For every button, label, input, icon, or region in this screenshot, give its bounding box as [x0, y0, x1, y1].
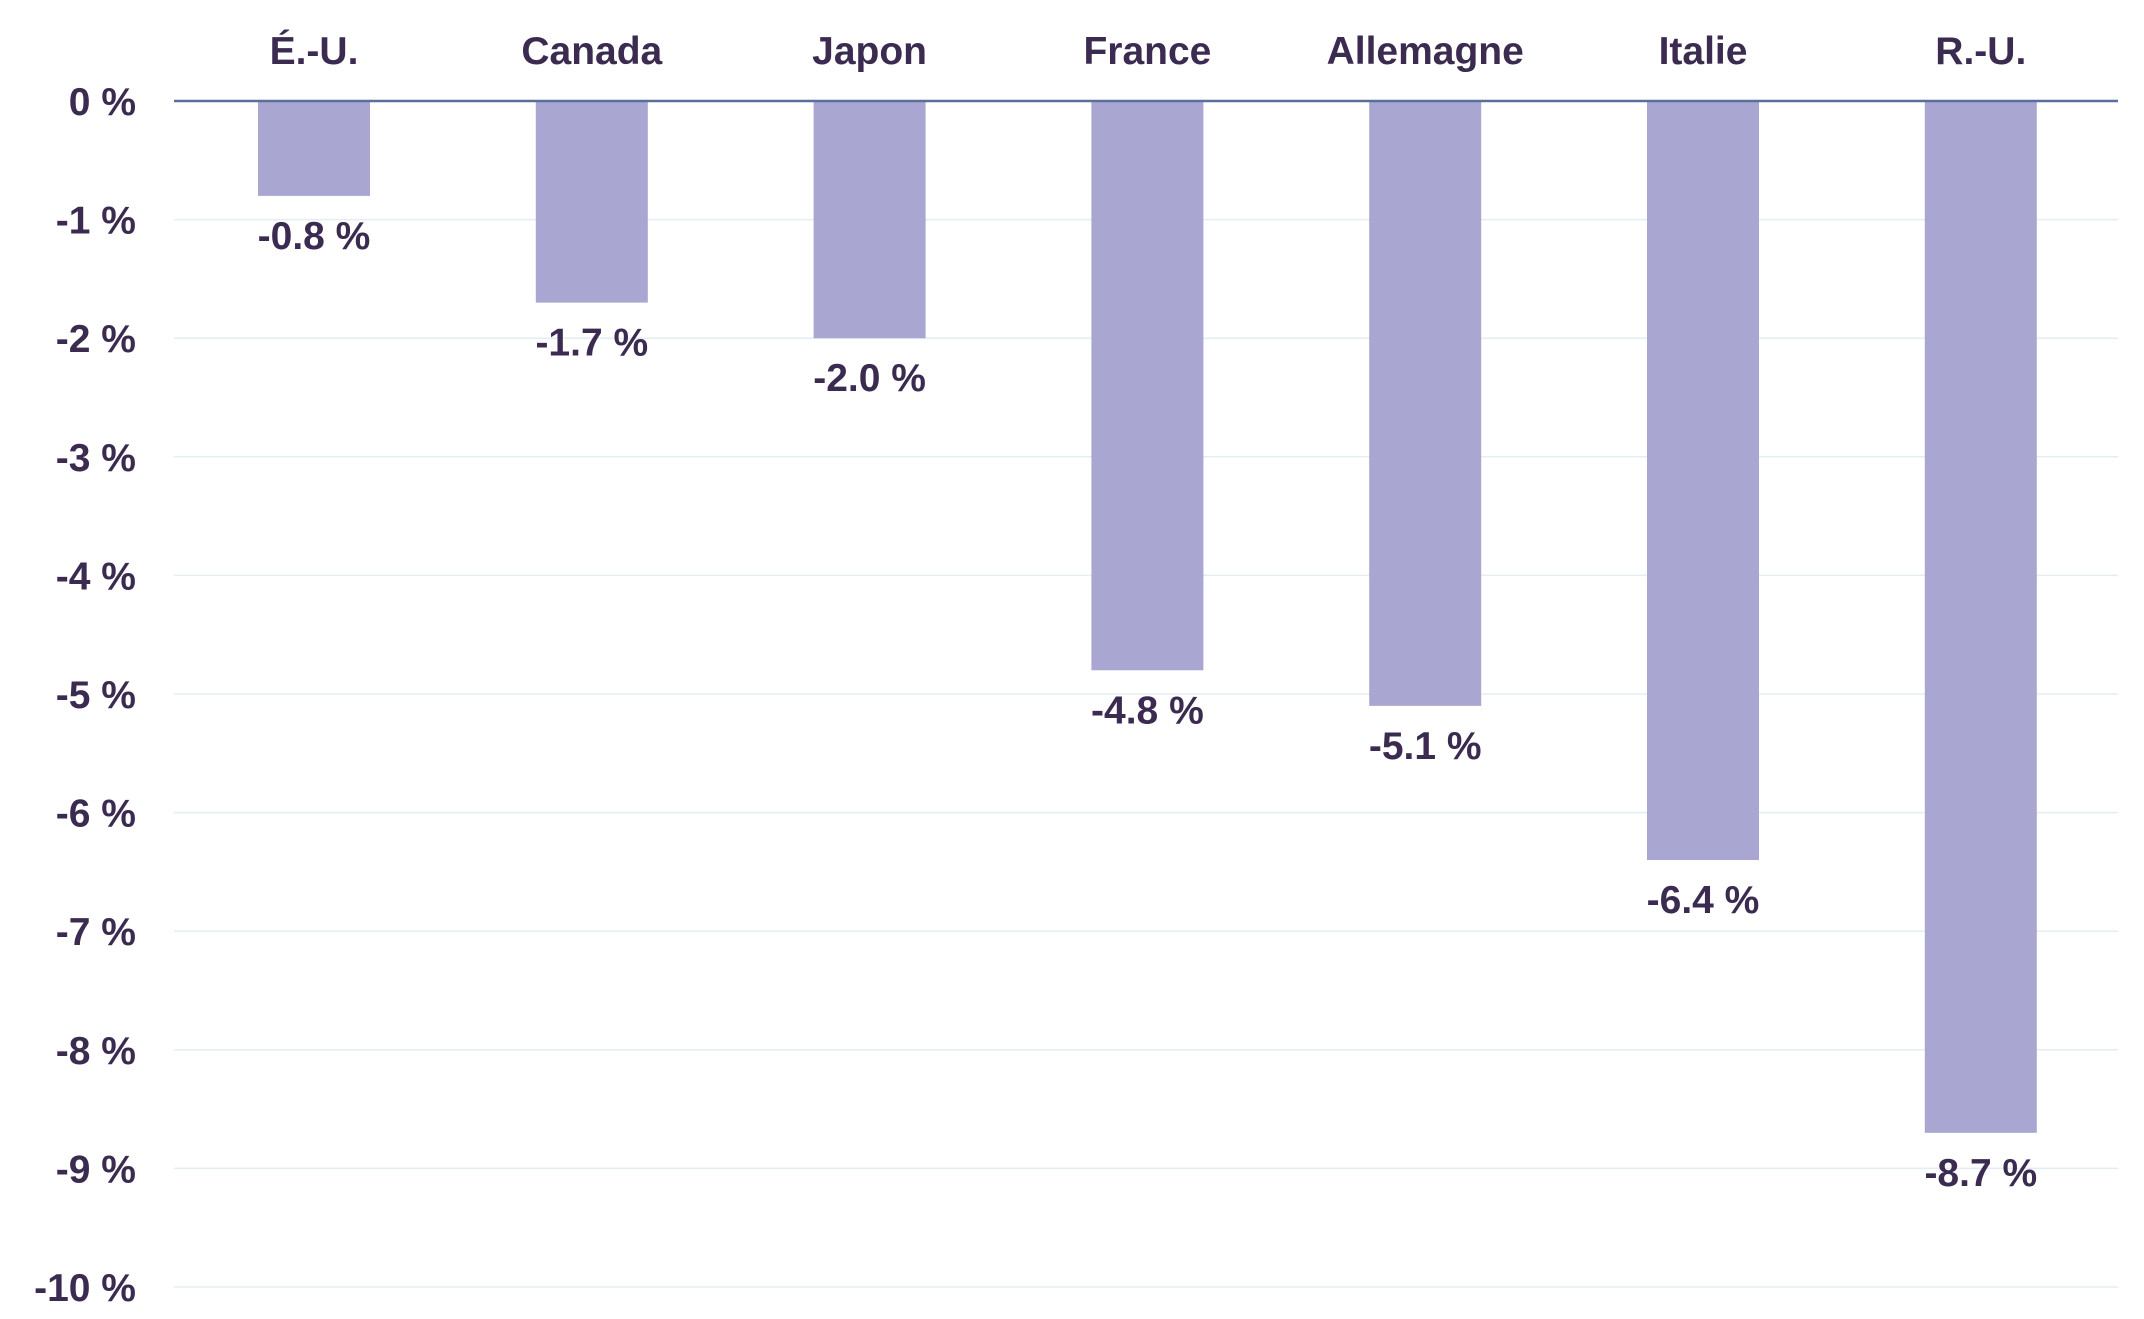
category-label: Japon [812, 30, 927, 73]
category-label: France [1083, 30, 1211, 73]
y-tick-label: -8 % [56, 1030, 136, 1073]
category-label: Canada [521, 30, 662, 73]
bars [258, 101, 2037, 1133]
category-label: R.-U. [1935, 30, 2026, 73]
y-axis-tick-labels: 0 % -1 % -2 % -3 % -4 % -5 % -6 % -7 % -8 % -9 % -… [34, 81, 136, 1310]
gridlines [174, 218, 2118, 1288]
bar [813, 101, 926, 339]
category-label: Italie [1659, 30, 1748, 73]
category-label: Allemagne [1327, 30, 1524, 73]
y-tick-label: -3 % [56, 437, 136, 480]
bar [1924, 101, 2037, 1133]
y-tick-label: -9 % [56, 1148, 136, 1191]
data-labels: -0.8 % -1.7 % -2.0 % -4.8 % -5.1 % -6.4 % -8.7… [258, 215, 2038, 1195]
bar [258, 101, 370, 196]
y-tick-label: -1 % [56, 200, 136, 243]
bar [1369, 101, 1482, 706]
bar [535, 101, 648, 303]
data-label: -0.8 % [258, 215, 371, 258]
y-tick-label: 0 % [69, 81, 136, 124]
bar [1647, 101, 1759, 861]
data-label: -8.7 % [1924, 1152, 2037, 1195]
data-label: -1.7 % [535, 322, 648, 365]
y-tick-label: -2 % [56, 318, 136, 361]
y-tick-label: -6 % [56, 793, 136, 836]
data-label: -6.4 % [1647, 879, 1760, 922]
y-tick-label: -4 % [56, 555, 136, 598]
bar [1091, 101, 1204, 671]
y-tick-label: -5 % [56, 674, 136, 717]
category-label: É.-U. [270, 29, 359, 73]
data-label: -2.0 % [813, 357, 926, 400]
y-tick-label: -10 % [34, 1267, 136, 1310]
data-label: -5.1 % [1369, 725, 1482, 768]
data-label: -4.8 % [1091, 689, 1204, 732]
y-tick-label: -7 % [56, 911, 136, 954]
category-labels: É.-U. Canada Japon France Allemagne Italie R.-… [270, 29, 2027, 73]
